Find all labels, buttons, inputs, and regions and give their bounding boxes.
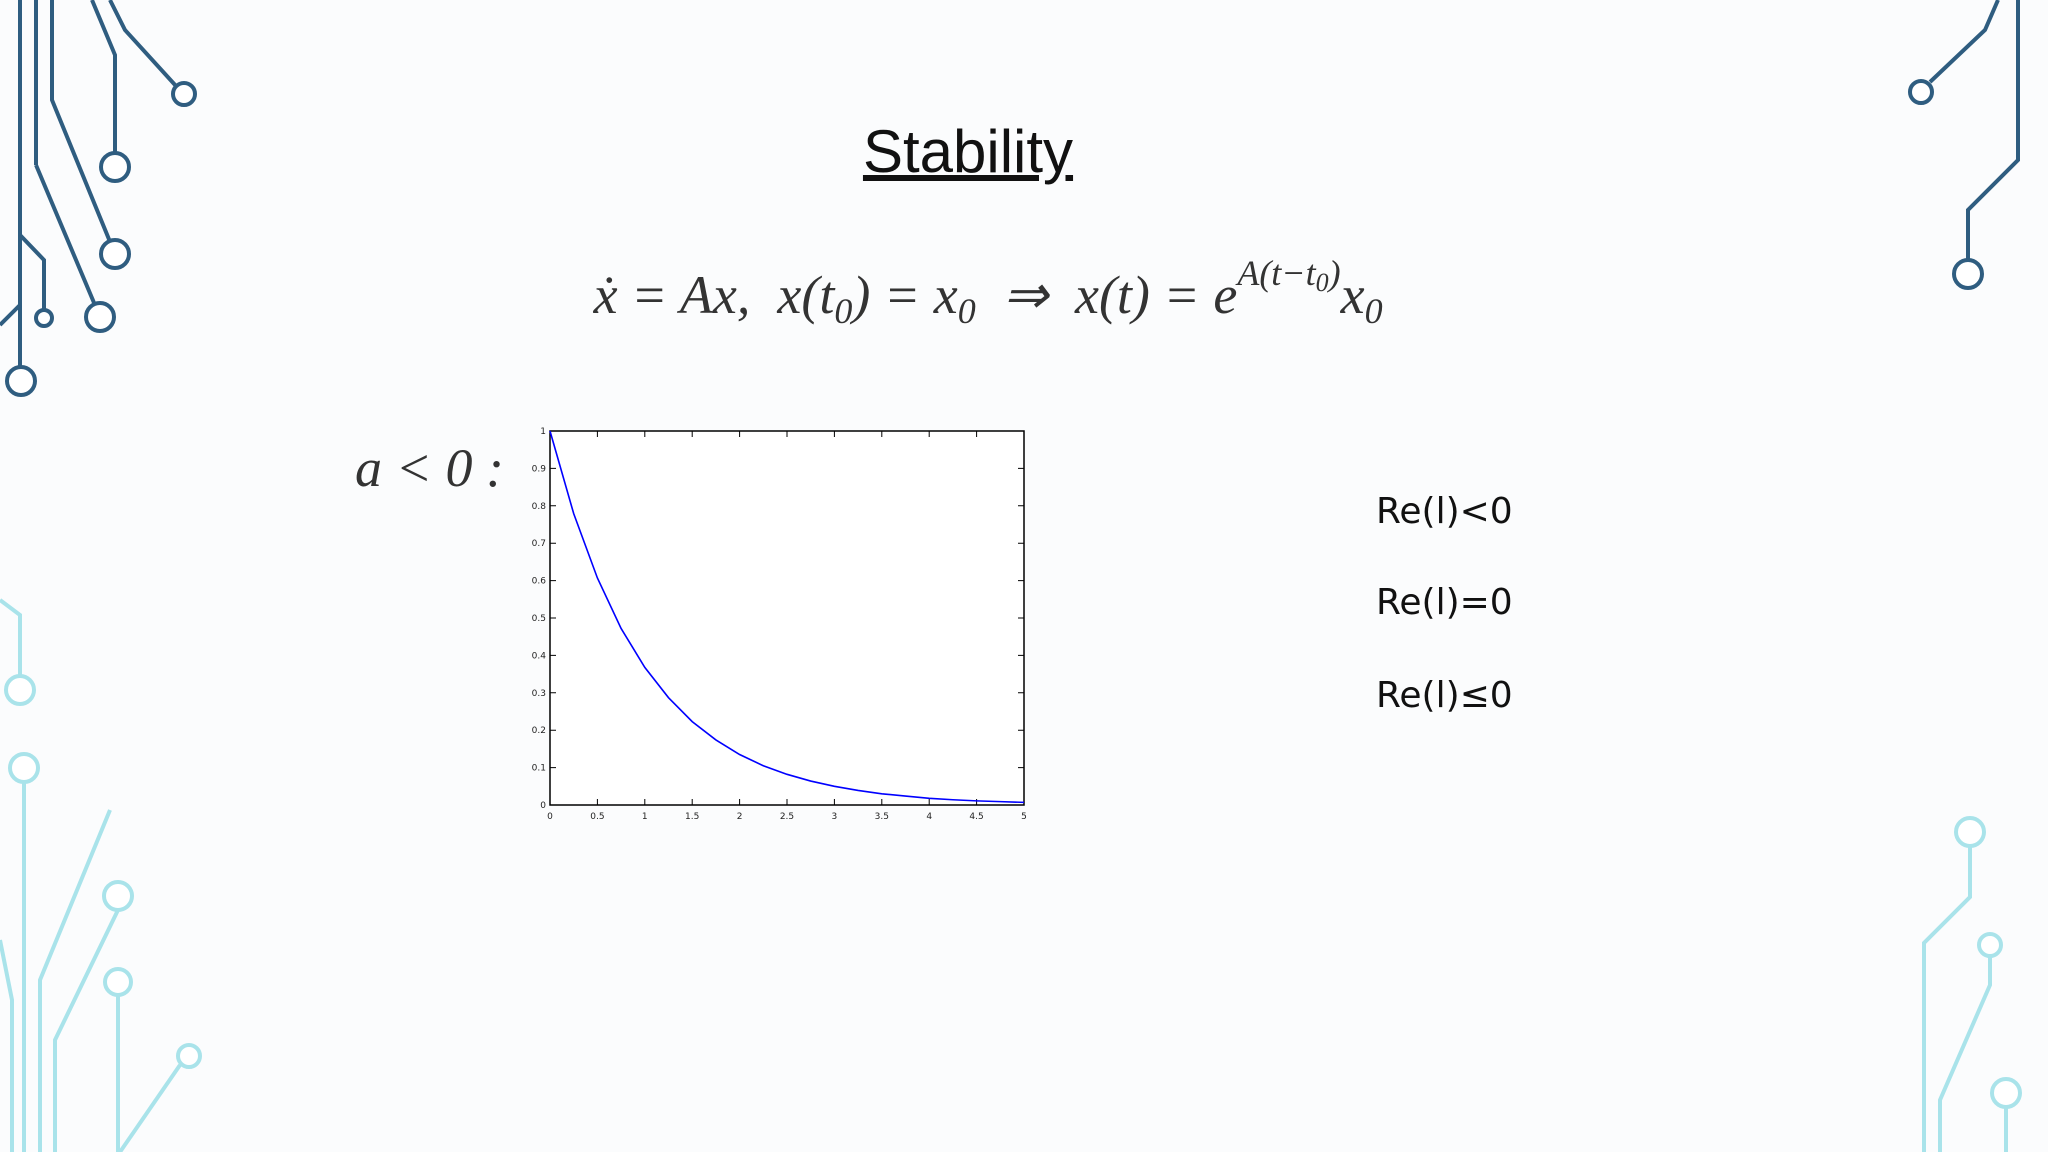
x-tick-label: 3.5 <box>875 812 889 822</box>
y-tick-label: 0.7 <box>532 539 546 549</box>
x-tick-label: 0.5 <box>590 812 604 822</box>
eigenvalue-condition: Re(l)≤0 <box>1376 675 1513 716</box>
equation: ẋ = Ax, x(t0) = x0 ⇒ x(t) = eA(t−t0)x0 <box>526 253 1423 335</box>
y-tick-label: 0 <box>540 801 546 811</box>
x-tick-label: 5 <box>1021 812 1027 822</box>
equation-part: x <box>1340 265 1365 325</box>
slide-title: Stability <box>863 118 1073 185</box>
y-tick-label: 0.4 <box>532 651 547 661</box>
y-tick-label: 0.9 <box>532 464 547 474</box>
plot-frame <box>549 430 1025 806</box>
equation-part: ) = x <box>849 265 957 325</box>
y-tick-label: 0.1 <box>532 764 546 774</box>
equation-part: ẋ = Ax, x(t <box>593 265 837 325</box>
y-tick-label: 0.3 <box>532 689 546 699</box>
equation-part: 0 <box>1365 291 1383 331</box>
y-tick-label: 0.8 <box>532 502 547 512</box>
equation-part: ) <box>1327 253 1341 293</box>
x-tick-label: 0 <box>547 812 553 822</box>
y-tick-label: 1 <box>540 427 546 437</box>
equation-part: 0 <box>834 291 852 331</box>
equation-part: 0 <box>1316 268 1329 297</box>
eigenvalue-condition: Re(l)=0 <box>1376 582 1513 623</box>
plot: 0 0.5 1 1.5 2 2.5 3 3.5 4 4.5 5 0 0.1 0.2 0.3 0.4 0.5 0.6… <box>532 427 1027 822</box>
x-tick-label: 1 <box>642 812 648 822</box>
x-tick-label: 4.5 <box>969 812 983 822</box>
condition-label: a < 0 : <box>355 438 504 498</box>
equation-part: ⇒ x(t) = e <box>976 265 1238 325</box>
curve <box>549 430 1025 804</box>
y-tick-label: 0.5 <box>532 614 546 624</box>
x-tick-label: 2 <box>737 812 743 822</box>
x-tick-label: 1.5 <box>685 812 699 822</box>
equation-part: A(t−t <box>1235 253 1316 293</box>
y-tick-label: 0.6 <box>532 577 547 587</box>
x-tick-label: 2.5 <box>780 812 794 822</box>
eigenvalue-condition: Re(l)<0 <box>1376 491 1513 532</box>
x-tick-label: 4 <box>926 812 932 822</box>
y-tick-label: 0.2 <box>532 726 546 736</box>
equation-part: 0 <box>958 291 976 331</box>
x-tick-label: 3 <box>832 812 838 822</box>
